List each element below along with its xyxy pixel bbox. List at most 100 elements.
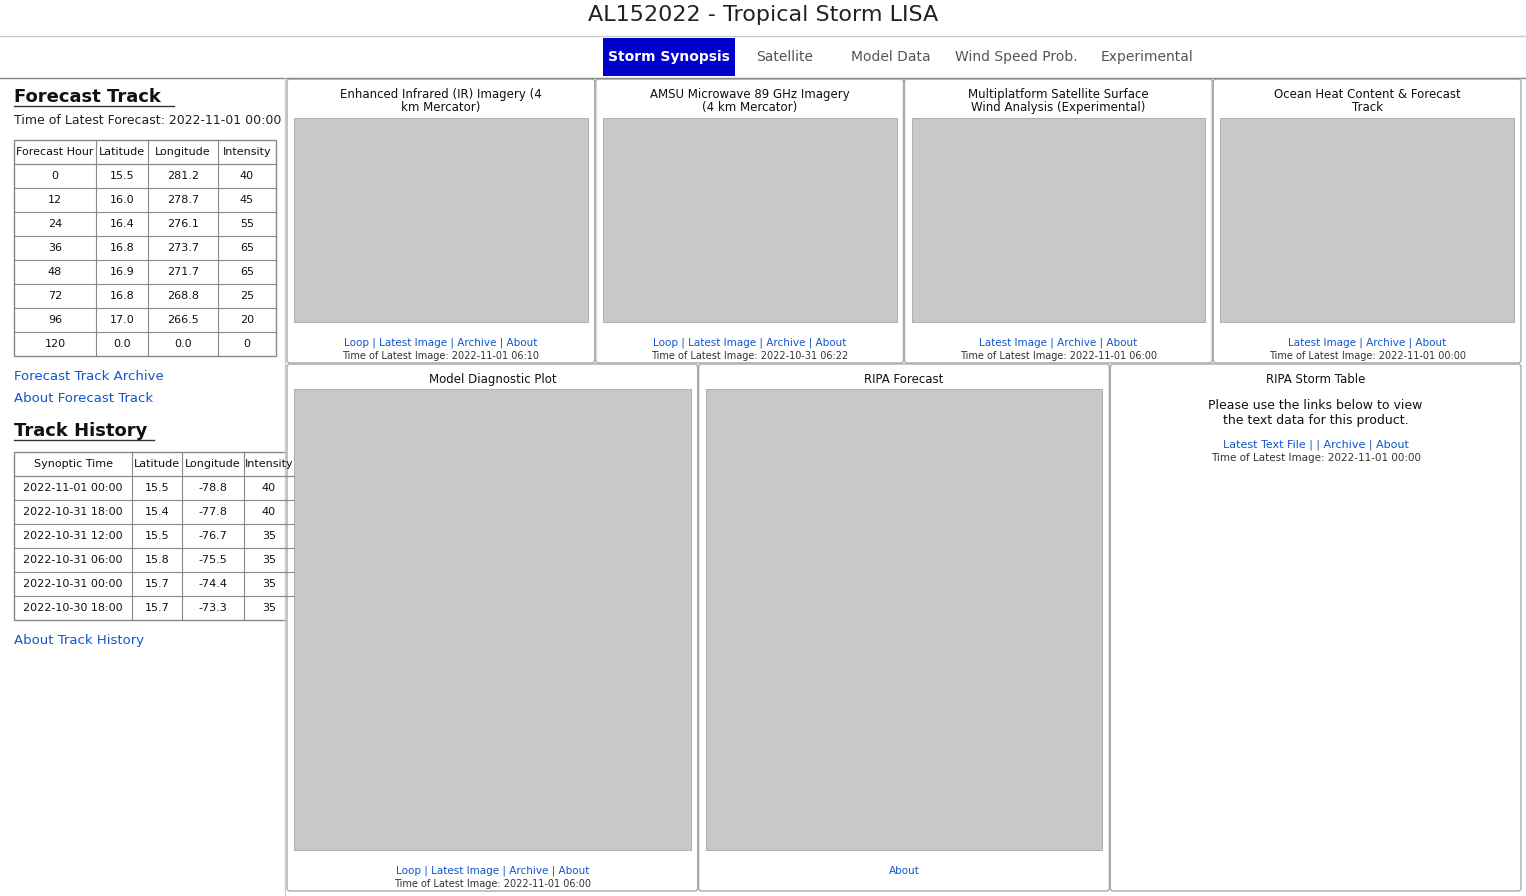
Text: 2022-11-01 00:00: 2022-11-01 00:00 (23, 483, 122, 493)
Bar (14, 140, 276, 356)
Text: Ocean Heat Content & Forecast: Ocean Heat Content & Forecast (1274, 88, 1460, 101)
Bar (603, 118, 896, 322)
Text: Please use the links below to view: Please use the links below to view (1209, 399, 1422, 412)
Text: Time of Latest Image: 2022-11-01 06:00: Time of Latest Image: 2022-11-01 06:00 (394, 879, 591, 889)
Text: 65: 65 (240, 267, 253, 277)
Text: 15.7: 15.7 (145, 603, 169, 613)
Text: Time of Latest Image: 2022-11-01 06:00: Time of Latest Image: 2022-11-01 06:00 (960, 351, 1157, 361)
Text: Latest Image | Archive | About: Latest Image | Archive | About (1288, 338, 1447, 349)
Text: 278.7: 278.7 (166, 195, 198, 205)
Text: 35: 35 (262, 579, 276, 589)
Text: Wind Analysis (Experimental): Wind Analysis (Experimental) (971, 101, 1146, 114)
Text: Experimental: Experimental (1102, 50, 1193, 64)
Text: 12: 12 (47, 195, 63, 205)
Text: Latitude: Latitude (99, 147, 145, 157)
FancyBboxPatch shape (1111, 364, 1521, 891)
Text: 2022-10-31 00:00: 2022-10-31 00:00 (23, 579, 122, 589)
FancyBboxPatch shape (699, 364, 1109, 891)
Text: Storm Synopsis: Storm Synopsis (607, 50, 729, 64)
Text: Latest Image | Archive | About: Latest Image | Archive | About (980, 338, 1137, 349)
Text: 35: 35 (262, 555, 276, 565)
Text: Longitude: Longitude (185, 459, 241, 469)
Text: 281.2: 281.2 (166, 171, 198, 181)
Text: 55: 55 (240, 219, 253, 229)
Bar (295, 118, 588, 322)
Text: Intensity: Intensity (244, 459, 293, 469)
Text: 273.7: 273.7 (166, 243, 198, 253)
Text: Enhanced Infrared (IR) Imagery (4: Enhanced Infrared (IR) Imagery (4 (340, 88, 542, 101)
Text: 17.0: 17.0 (110, 315, 134, 325)
Text: -78.8: -78.8 (198, 483, 227, 493)
FancyBboxPatch shape (1213, 79, 1521, 363)
Text: (4 km Mercator): (4 km Mercator) (702, 101, 797, 114)
Bar (1221, 118, 1514, 322)
Text: Time of Latest Image: 2022-11-01 06:10: Time of Latest Image: 2022-11-01 06:10 (342, 351, 539, 361)
Text: 2022-10-30 18:00: 2022-10-30 18:00 (23, 603, 122, 613)
FancyBboxPatch shape (287, 79, 595, 363)
Text: 16.9: 16.9 (110, 267, 134, 277)
Text: Loop | Latest Image | Archive | About: Loop | Latest Image | Archive | About (653, 338, 847, 349)
Bar (295, 389, 691, 850)
Text: Track History: Track History (14, 422, 148, 440)
Text: Satellite: Satellite (755, 50, 813, 64)
Text: 271.7: 271.7 (166, 267, 198, 277)
Text: Synoptic Time: Synoptic Time (34, 459, 113, 469)
Text: 15.8: 15.8 (145, 555, 169, 565)
Text: About Track History: About Track History (14, 634, 143, 647)
Text: 15.5: 15.5 (145, 531, 169, 541)
Bar (14, 452, 295, 620)
FancyBboxPatch shape (287, 364, 697, 891)
Text: About: About (888, 866, 920, 876)
Text: the text data for this product.: the text data for this product. (1222, 414, 1408, 427)
Text: 15.7: 15.7 (145, 579, 169, 589)
Text: -77.8: -77.8 (198, 507, 227, 517)
Text: Time of Latest Image: 2022-11-01 00:00: Time of Latest Image: 2022-11-01 00:00 (1268, 351, 1465, 361)
Text: 15.5: 15.5 (110, 171, 134, 181)
Text: 35: 35 (262, 603, 276, 613)
Text: 16.0: 16.0 (110, 195, 134, 205)
Text: 0.0: 0.0 (174, 339, 192, 349)
Text: -76.7: -76.7 (198, 531, 227, 541)
Text: 0: 0 (244, 339, 250, 349)
Text: 16.8: 16.8 (110, 243, 134, 253)
Text: Loop | Latest Image | Archive | About: Loop | Latest Image | Archive | About (395, 866, 589, 876)
Text: RIPA Storm Table: RIPA Storm Table (1267, 373, 1366, 386)
Text: Intensity: Intensity (223, 147, 272, 157)
Text: 35: 35 (262, 531, 276, 541)
Text: km Mercator): km Mercator) (401, 101, 481, 114)
Bar (705, 389, 1102, 850)
Text: 276.1: 276.1 (166, 219, 198, 229)
Text: 16.4: 16.4 (110, 219, 134, 229)
Text: 0.0: 0.0 (113, 339, 131, 349)
Text: Forecast Track: Forecast Track (14, 88, 160, 106)
FancyBboxPatch shape (905, 79, 1212, 363)
Text: 65: 65 (240, 243, 253, 253)
Text: AL152022 - Tropical Storm LISA: AL152022 - Tropical Storm LISA (588, 5, 938, 25)
Text: RIPA Forecast: RIPA Forecast (864, 373, 943, 386)
Text: Loop | Latest Image | Archive | About: Loop | Latest Image | Archive | About (345, 338, 537, 349)
Text: 72: 72 (47, 291, 63, 301)
Text: 48: 48 (47, 267, 63, 277)
Text: AMSU Microwave 89 GHz Imagery: AMSU Microwave 89 GHz Imagery (650, 88, 850, 101)
Text: Track: Track (1352, 101, 1383, 114)
Text: Time of Latest Image: 2022-10-31 06:22: Time of Latest Image: 2022-10-31 06:22 (652, 351, 848, 361)
Text: 120: 120 (44, 339, 66, 349)
Text: -75.5: -75.5 (198, 555, 227, 565)
Text: 2022-10-31 06:00: 2022-10-31 06:00 (23, 555, 122, 565)
FancyBboxPatch shape (595, 79, 903, 363)
Text: 40: 40 (262, 483, 276, 493)
Text: 15.4: 15.4 (145, 507, 169, 517)
Text: 15.5: 15.5 (145, 483, 169, 493)
Text: 268.8: 268.8 (166, 291, 198, 301)
Text: Multiplatform Satellite Surface: Multiplatform Satellite Surface (967, 88, 1149, 101)
Text: About Forecast Track: About Forecast Track (14, 392, 153, 405)
Text: Time of Latest Forecast: 2022-11-01 00:00: Time of Latest Forecast: 2022-11-01 00:0… (14, 114, 281, 127)
Text: 2022-10-31 12:00: 2022-10-31 12:00 (23, 531, 122, 541)
Text: Latitude: Latitude (134, 459, 180, 469)
Text: Forecast Hour: Forecast Hour (17, 147, 93, 157)
Text: Model Data: Model Data (850, 50, 931, 64)
Text: Wind Speed Prob.: Wind Speed Prob. (955, 50, 1077, 64)
Text: -73.3: -73.3 (198, 603, 227, 613)
Text: Time of Latest Image: 2022-11-01 00:00: Time of Latest Image: 2022-11-01 00:00 (1210, 453, 1421, 463)
Text: 36: 36 (47, 243, 63, 253)
